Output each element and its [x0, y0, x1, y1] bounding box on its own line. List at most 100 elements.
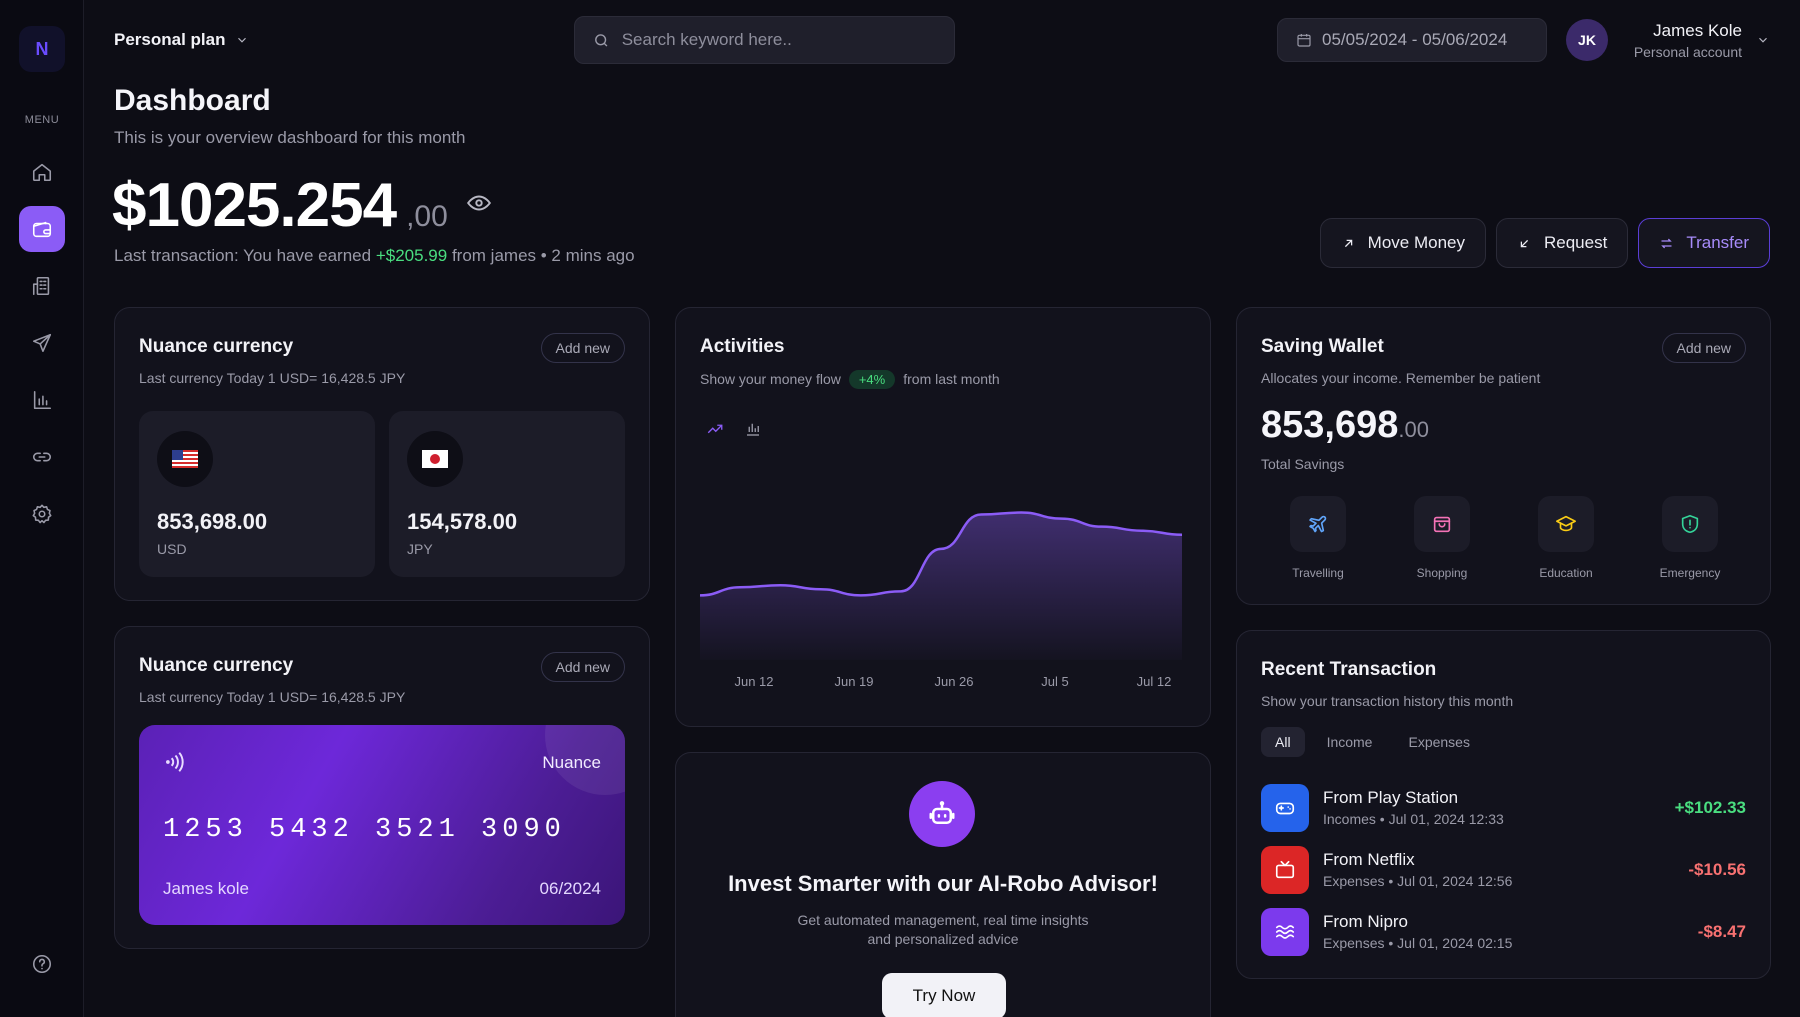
nav-home[interactable] [19, 149, 65, 195]
plan-label: Personal plan [114, 30, 226, 49]
goal-shopping[interactable]: Shopping [1402, 496, 1482, 580]
transfer-button[interactable]: Transfer [1638, 218, 1770, 268]
tx-icon-box [1261, 908, 1309, 956]
building-icon [32, 276, 50, 296]
contactless-icon [163, 749, 189, 780]
toggle-visibility[interactable] [466, 190, 492, 221]
x-tick-label: Jun 19 [834, 674, 873, 689]
credit-card-panel: Nuance currency Last currency Today 1 US… [114, 626, 650, 949]
wallet-icon [32, 221, 52, 238]
x-tick-label: Jul 5 [1041, 674, 1068, 689]
link-icon [32, 452, 52, 462]
transaction-row[interactable]: From Netflix Expenses • Jul 01, 2024 12:… [1261, 846, 1746, 894]
chart-series-line [699, 511, 1183, 597]
goal-emergency[interactable]: Emergency [1650, 496, 1730, 580]
gear-icon [32, 504, 52, 524]
nav-buildings[interactable] [19, 263, 65, 309]
activity-chart: Jun 12 Jun 19 Jun 26 Jul 5 Jul 12 [699, 511, 1183, 689]
tx-meta: Incomes • Jul 01, 2024 12:33 [1323, 811, 1504, 827]
tab-expenses[interactable]: Expenses [1408, 734, 1470, 750]
robot-icon [909, 781, 975, 847]
nav-analytics[interactable] [19, 377, 65, 423]
home-icon [32, 163, 52, 182]
credit-card[interactable]: Nuance 1253 5432 3521 3090 James kole 06… [139, 725, 625, 925]
line-chart-icon[interactable] [706, 420, 724, 438]
add-new-button[interactable]: Add new [1661, 333, 1746, 363]
card-bank: Nuance [542, 753, 601, 772]
goal-travelling[interactable]: Travelling [1278, 496, 1358, 580]
x-tick-label: Jun 12 [734, 674, 773, 689]
last-tx-amount: +$205.99 [375, 246, 448, 265]
goal-label: Emergency [1659, 566, 1721, 580]
card-subtitle: Last currency Today 1 USD= 16,428.5 JPY [139, 689, 406, 705]
robo-title: Invest Smarter with our AI-Robo Advisor! [728, 871, 1158, 896]
savings-main: 853,698 [1261, 404, 1399, 446]
bar-chart-icon[interactable] [744, 420, 762, 438]
add-new-button[interactable]: Add new [540, 333, 625, 363]
goal-icon-box [1290, 496, 1346, 552]
nav-wallet[interactable] [19, 206, 65, 252]
currency-amount: 853,698.00 [157, 509, 268, 534]
send-icon [32, 333, 52, 353]
us-flag-icon [157, 431, 213, 487]
nav-help[interactable] [19, 941, 65, 987]
logo[interactable]: N [19, 26, 65, 72]
nav-send[interactable] [19, 320, 65, 366]
arrow-up-right-icon [1344, 239, 1352, 247]
card-title: Activities [700, 336, 785, 357]
tv-icon [1275, 860, 1295, 879]
card-subtitle: Show your transaction history this month [1261, 693, 1514, 709]
date-range-picker[interactable]: 05/05/2024 - 05/06/2024 [1277, 18, 1547, 62]
eye-icon [466, 195, 491, 211]
plan-selector[interactable]: Personal plan [114, 30, 249, 50]
card-subtitle: Allocates your income. Remember be patie… [1261, 370, 1541, 386]
request-button[interactable]: Request [1496, 218, 1629, 268]
nav-links[interactable] [19, 434, 65, 480]
card-subtitle: Last currency Today 1 USD= 16,428.5 JPY [139, 370, 406, 386]
page-title: Dashboard [114, 84, 271, 117]
card-holder: James kole [163, 879, 249, 898]
x-tick-label: Jun 26 [934, 674, 973, 689]
currency-card: Nuance currency Last currency Today 1 US… [114, 307, 650, 601]
growth-badge: +4% [848, 370, 896, 389]
tab-income[interactable]: Income [1326, 734, 1373, 750]
currency-item-jpy[interactable]: 154,578.00 JPY [389, 411, 625, 577]
shopping-bag-icon [1433, 516, 1451, 533]
goal-icon-box [1538, 496, 1594, 552]
transaction-tabs: All Income Expenses [1261, 727, 1484, 757]
goal-icon-box [1414, 496, 1470, 552]
move-money-button[interactable]: Move Money [1319, 218, 1486, 268]
goal-education[interactable]: Education [1526, 496, 1606, 580]
tab-all[interactable]: All [1261, 727, 1305, 757]
add-new-button[interactable]: Add new [540, 652, 625, 682]
last-transaction: Last transaction: You have earned +$205.… [114, 246, 635, 266]
balance-cents: ,00 [406, 200, 448, 233]
search-input[interactable] [621, 30, 936, 50]
plane-icon [1309, 515, 1327, 533]
avatar[interactable]: JK [1566, 19, 1608, 61]
user-menu-toggle[interactable] [1756, 33, 1770, 52]
card-title: Nuance currency [139, 336, 294, 357]
nav-settings[interactable] [19, 491, 65, 537]
goal-label: Shopping [1416, 566, 1468, 580]
search-bar[interactable] [574, 16, 955, 64]
currency-code: USD [157, 541, 187, 557]
goal-label: Education [1539, 566, 1593, 580]
sidebar: N MENU [0, 0, 84, 1017]
try-now-button[interactable]: Try Now [882, 973, 1006, 1017]
chart-type-toggle [706, 420, 762, 438]
robo-advisor-card: Invest Smarter with our AI-Robo Advisor!… [675, 752, 1211, 1017]
transfer-label: Transfer [1686, 233, 1749, 252]
transfer-icon [1661, 238, 1673, 248]
currency-item-usd[interactable]: 853,698.00 USD [139, 411, 375, 577]
recent-transactions-card: Recent Transaction Show your transaction… [1236, 630, 1771, 979]
user-info[interactable]: James Kole Personal account [1634, 21, 1742, 60]
bar-chart-icon [33, 390, 52, 410]
savings-cents: .00 [1398, 417, 1429, 442]
transaction-row[interactable]: From Play Station Incomes • Jul 01, 2024… [1261, 784, 1746, 832]
tx-amount: +$102.33 [1674, 798, 1746, 817]
tx-title: From Play Station [1323, 788, 1459, 807]
transaction-row[interactable]: From Nipro Expenses • Jul 01, 2024 02:15… [1261, 908, 1746, 956]
tx-title: From Netflix [1323, 850, 1415, 869]
chevron-down-icon [1759, 37, 1767, 43]
